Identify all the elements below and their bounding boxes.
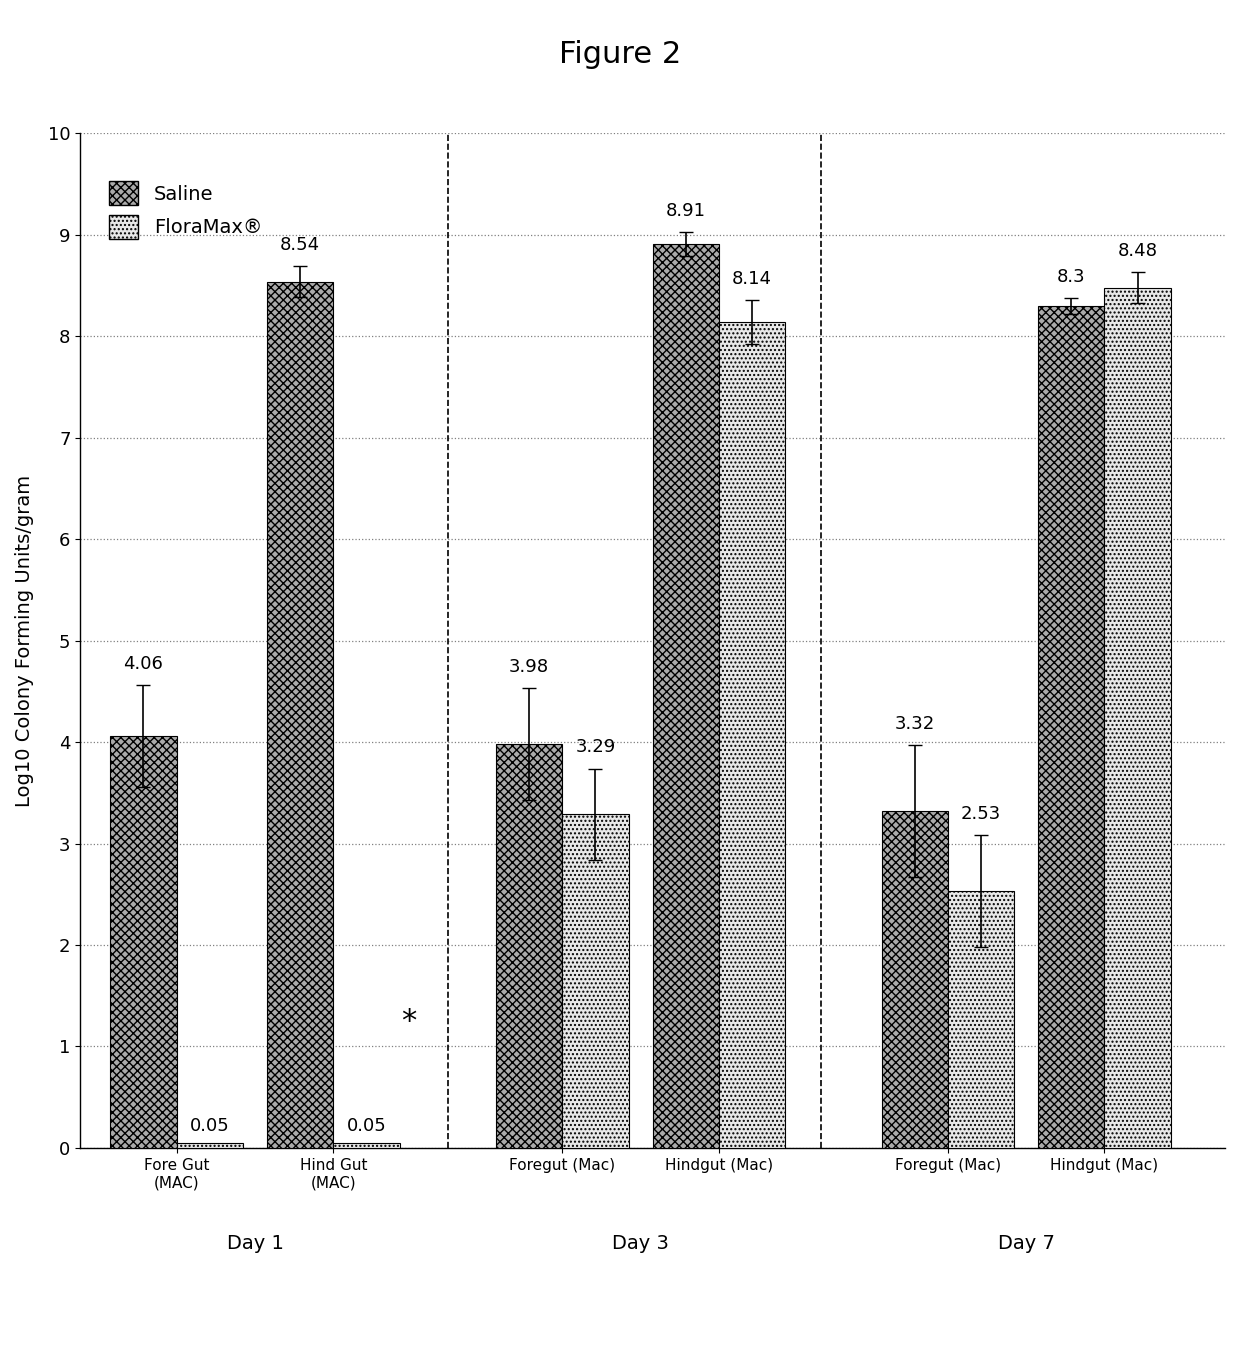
Legend: Saline, FloraMax®: Saline, FloraMax® [102,174,270,247]
Y-axis label: Log10 Colony Forming Units/gram: Log10 Colony Forming Units/gram [15,475,33,807]
Bar [267,282,334,1148]
Text: 8.48: 8.48 [1117,243,1158,260]
Bar [719,322,785,1148]
Text: Day 7: Day 7 [998,1234,1054,1253]
Text: 2.53: 2.53 [961,805,1001,823]
Text: Day 3: Day 3 [613,1234,670,1253]
Text: 8.91: 8.91 [666,202,706,220]
Bar [562,815,629,1148]
Bar [334,1143,399,1148]
Text: 8.54: 8.54 [280,236,320,254]
Text: 0.05: 0.05 [190,1117,229,1135]
Bar [496,745,562,1148]
Text: 3.98: 3.98 [510,658,549,676]
Bar [947,892,1014,1148]
Text: 3.32: 3.32 [894,715,935,733]
Bar [652,244,719,1148]
Bar [176,1143,243,1148]
Text: 8.14: 8.14 [732,270,773,287]
Text: Figure 2: Figure 2 [559,40,681,69]
Text: 0.05: 0.05 [346,1117,387,1135]
Text: Day 1: Day 1 [227,1234,284,1253]
Text: 4.06: 4.06 [124,656,164,673]
Text: 8.3: 8.3 [1056,267,1086,286]
Text: 3.29: 3.29 [575,738,615,757]
Bar [1038,306,1105,1148]
Bar [1105,287,1171,1148]
Bar [110,737,176,1148]
Bar [882,811,947,1148]
Text: *: * [401,1008,417,1036]
